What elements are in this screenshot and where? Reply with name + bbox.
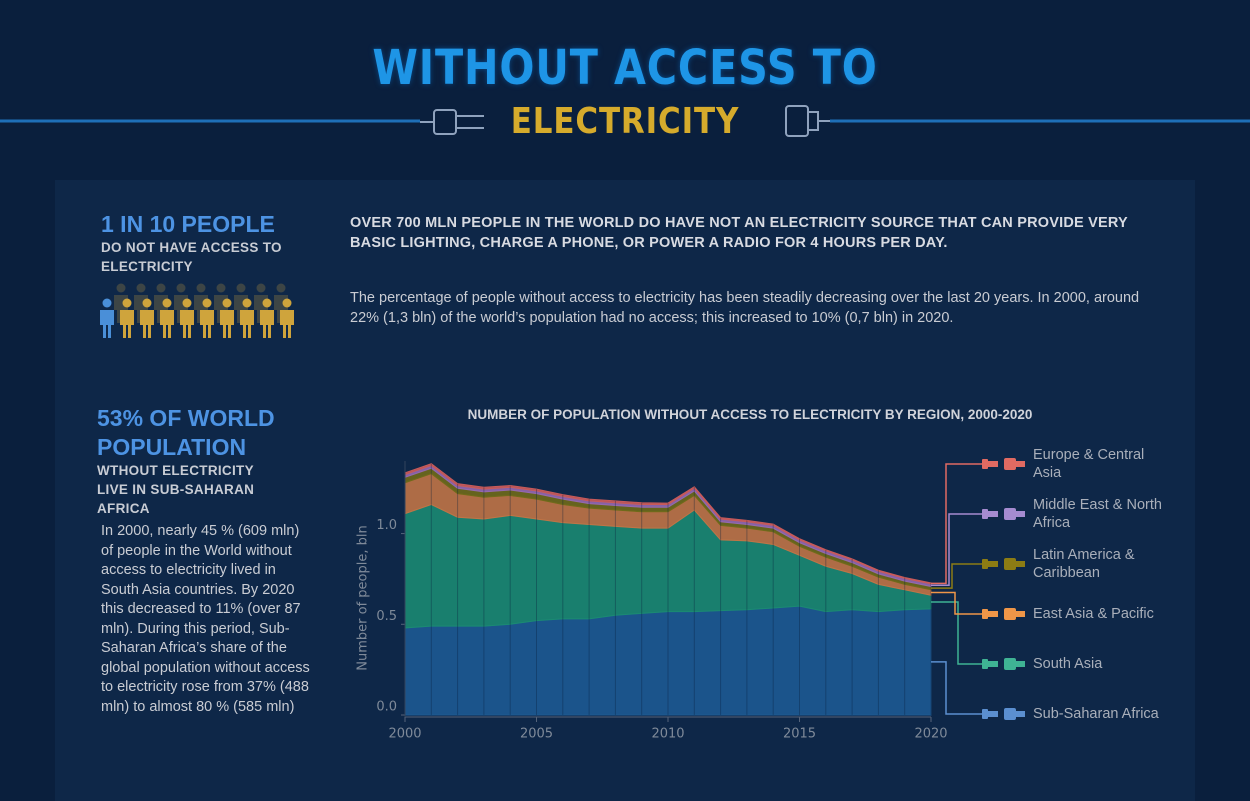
intro-text: The percentage of people without access … (350, 290, 1140, 326)
plug-part (982, 609, 988, 619)
x-tick-label: 2005 (520, 727, 553, 742)
title: WITHOUT ACCESS TO (372, 40, 878, 96)
legend-connector (931, 463, 982, 585)
plug-part (1004, 558, 1016, 570)
legend-plug (982, 658, 1025, 670)
plug-part (1004, 458, 1016, 470)
plug-part (1016, 711, 1025, 717)
plug-icon (420, 105, 830, 137)
legend-label: Latin America & Caribbean (1033, 547, 1135, 581)
plug-part (1004, 608, 1016, 620)
legend-plug (982, 508, 1025, 520)
x-tick-label: 2020 (914, 727, 947, 742)
stat-text: DO NOT HAVE ACCESS TO ELECTRICITY (101, 240, 282, 274)
x-tick-label: 2015 (783, 727, 816, 742)
intro-headline: OVER 700 MLN PEOPLE IN THE WORLD DO HAVE… (350, 215, 1128, 251)
plug-part (988, 461, 998, 467)
legend-label: Europe & Central Asia (1033, 447, 1145, 481)
subtitle: ELECTRICITY (510, 101, 740, 142)
x-tick-label: 2010 (651, 727, 684, 742)
legend-label: South Asia (1033, 656, 1103, 672)
stat-headline: 1 IN 10 PEOPLE (101, 211, 275, 237)
legend-plug (982, 608, 1025, 620)
stat-body: In 2000, nearly 45 % (609 mln) of people… (101, 523, 310, 715)
plug-part (982, 459, 988, 469)
plug-part (1016, 511, 1025, 517)
plug-part (988, 611, 998, 617)
plug-part (1004, 658, 1016, 670)
y-tick-label: 0.5 (376, 609, 397, 624)
plug-part (1016, 461, 1025, 467)
legend-plug (982, 458, 1025, 470)
plug-part (1004, 508, 1016, 520)
legend-label: Middle East & North Africa (1033, 497, 1162, 531)
plug-part (982, 659, 988, 669)
legend-label: East Asia & Pacific (1033, 606, 1154, 622)
plug-part (1016, 661, 1025, 667)
y-tick-label: 0.0 (376, 700, 397, 715)
chart-title: NUMBER OF POPULATION WITHOUT ACCESS TO E… (467, 407, 1033, 422)
plug-part (988, 661, 998, 667)
plug-part (982, 709, 988, 719)
plug-part (988, 561, 998, 567)
y-tick-label: 1.0 (376, 518, 397, 533)
plug-part (988, 511, 998, 517)
x-tick-label: 2000 (388, 727, 421, 742)
legend-label: Sub-Saharan Africa (1033, 706, 1159, 722)
plug-part (982, 509, 988, 519)
legend-plug (982, 558, 1025, 570)
legend-connector (931, 591, 982, 615)
plug-part (1004, 708, 1016, 720)
legend-connector (931, 563, 982, 589)
legend-connector (931, 661, 982, 715)
stat-text: WTHOUT ELECTRICITY LIVE IN SUB-SAHARAN A… (97, 463, 255, 516)
plug-part (1016, 611, 1025, 617)
plug-part (1016, 561, 1025, 567)
legend-connector (931, 601, 982, 665)
plug-part (988, 711, 998, 717)
stat-headline: 53% OF WORLD POPULATION (97, 405, 275, 460)
plug-part (982, 559, 988, 569)
legend-connector (931, 513, 982, 586)
legend-plug (982, 708, 1025, 720)
y-axis-label: Number of people, bln (356, 525, 371, 670)
